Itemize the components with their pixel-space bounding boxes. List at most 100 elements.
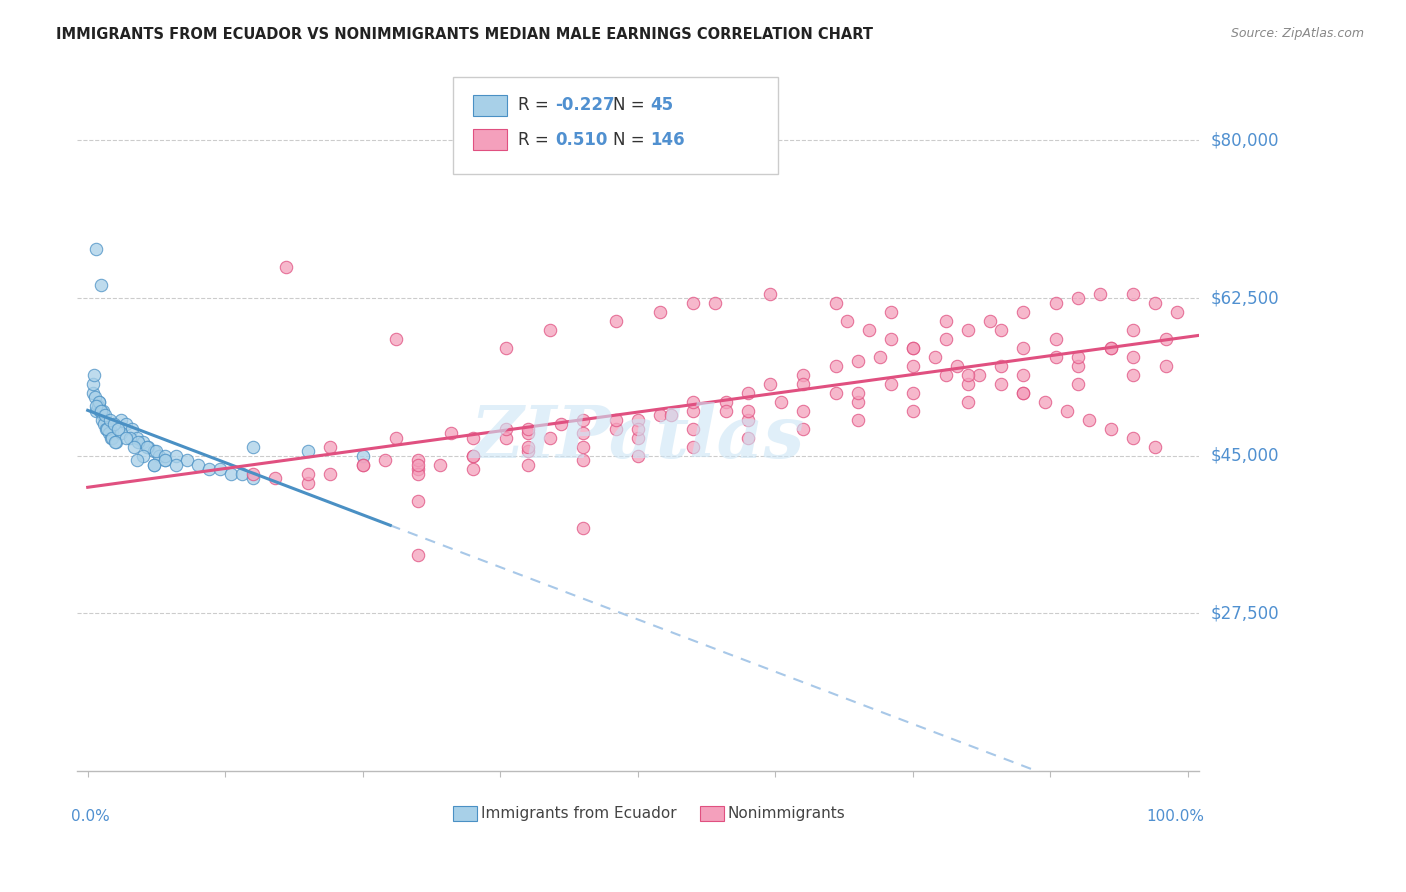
Text: Immigrants from Ecuador: Immigrants from Ecuador: [481, 806, 676, 822]
Point: [935, 313, 957, 327]
Point: [901, 341, 924, 355]
Point: [384, 431, 406, 445]
Point: [274, 260, 297, 274]
Point: [461, 431, 484, 445]
Point: [627, 421, 650, 435]
Point: [461, 449, 484, 463]
Point: [967, 368, 990, 382]
Point: [1045, 332, 1067, 346]
Point: [96, 421, 118, 435]
Text: R =: R =: [517, 131, 554, 149]
Point: [115, 431, 138, 445]
Point: [91, 412, 114, 426]
Point: [1143, 440, 1166, 454]
Point: [516, 444, 538, 458]
Point: [759, 286, 782, 301]
Text: N =: N =: [613, 131, 650, 149]
Point: [1088, 286, 1111, 301]
Point: [406, 548, 429, 562]
Point: [1122, 368, 1144, 382]
Point: [538, 322, 561, 336]
Point: [1012, 341, 1035, 355]
Point: [1056, 403, 1078, 417]
Text: 0.510: 0.510: [555, 131, 607, 149]
Point: [495, 431, 517, 445]
Point: [605, 313, 627, 327]
Point: [1033, 394, 1056, 409]
Point: [297, 467, 319, 481]
Point: [127, 453, 149, 467]
Point: [737, 385, 759, 400]
Text: $45,000: $45,000: [1211, 447, 1278, 465]
Point: [110, 412, 132, 426]
Point: [901, 403, 924, 417]
Point: [825, 385, 848, 400]
Point: [352, 458, 374, 472]
Point: [98, 421, 121, 435]
Point: [627, 412, 650, 426]
Point: [131, 449, 153, 463]
Point: [682, 295, 704, 310]
Text: 45: 45: [650, 96, 673, 114]
Point: [86, 242, 108, 256]
Text: N =: N =: [613, 96, 650, 114]
Point: [627, 449, 650, 463]
Point: [714, 403, 737, 417]
Point: [82, 385, 104, 400]
Text: 146: 146: [650, 131, 685, 149]
Point: [406, 458, 429, 472]
Point: [384, 332, 406, 346]
Point: [145, 444, 167, 458]
FancyBboxPatch shape: [453, 78, 778, 175]
Point: [429, 458, 451, 472]
Point: [714, 394, 737, 409]
Point: [792, 403, 814, 417]
Text: 100.0%: 100.0%: [1147, 809, 1205, 824]
Point: [846, 385, 869, 400]
Point: [121, 421, 143, 435]
Point: [990, 376, 1012, 391]
Point: [86, 399, 108, 413]
Text: IMMIGRANTS FROM ECUADOR VS NONIMMIGRANTS MEDIAN MALE EARNINGS CORRELATION CHART: IMMIGRANTS FROM ECUADOR VS NONIMMIGRANTS…: [56, 27, 873, 42]
Text: $62,500: $62,500: [1211, 289, 1279, 307]
Point: [572, 453, 595, 467]
Point: [1143, 295, 1166, 310]
Point: [792, 368, 814, 382]
Point: [956, 376, 979, 391]
Point: [990, 359, 1012, 373]
Point: [93, 417, 115, 431]
Point: [90, 403, 112, 417]
Point: [97, 426, 120, 441]
Point: [406, 493, 429, 508]
Point: [924, 350, 946, 364]
Point: [89, 403, 111, 417]
Point: [495, 421, 517, 435]
Point: [90, 403, 112, 417]
Point: [406, 462, 429, 476]
Point: [153, 449, 176, 463]
Point: [105, 435, 128, 450]
Point: [703, 295, 725, 310]
Point: [1154, 359, 1177, 373]
Point: [263, 471, 285, 485]
Text: R =: R =: [517, 96, 554, 114]
Point: [682, 403, 704, 417]
Text: Nonimmigrants: Nonimmigrants: [728, 806, 845, 822]
Point: [538, 431, 561, 445]
Point: [122, 440, 145, 454]
Point: [1099, 341, 1122, 355]
Point: [792, 376, 814, 391]
Point: [516, 426, 538, 441]
Point: [96, 421, 118, 435]
Point: [98, 412, 121, 426]
Point: [101, 431, 124, 445]
Point: [242, 440, 264, 454]
Point: [550, 417, 572, 431]
Point: [1122, 350, 1144, 364]
Point: [118, 431, 141, 445]
Point: [956, 322, 979, 336]
Point: [990, 322, 1012, 336]
Point: [165, 449, 187, 463]
Point: [979, 313, 1001, 327]
Point: [87, 394, 110, 409]
